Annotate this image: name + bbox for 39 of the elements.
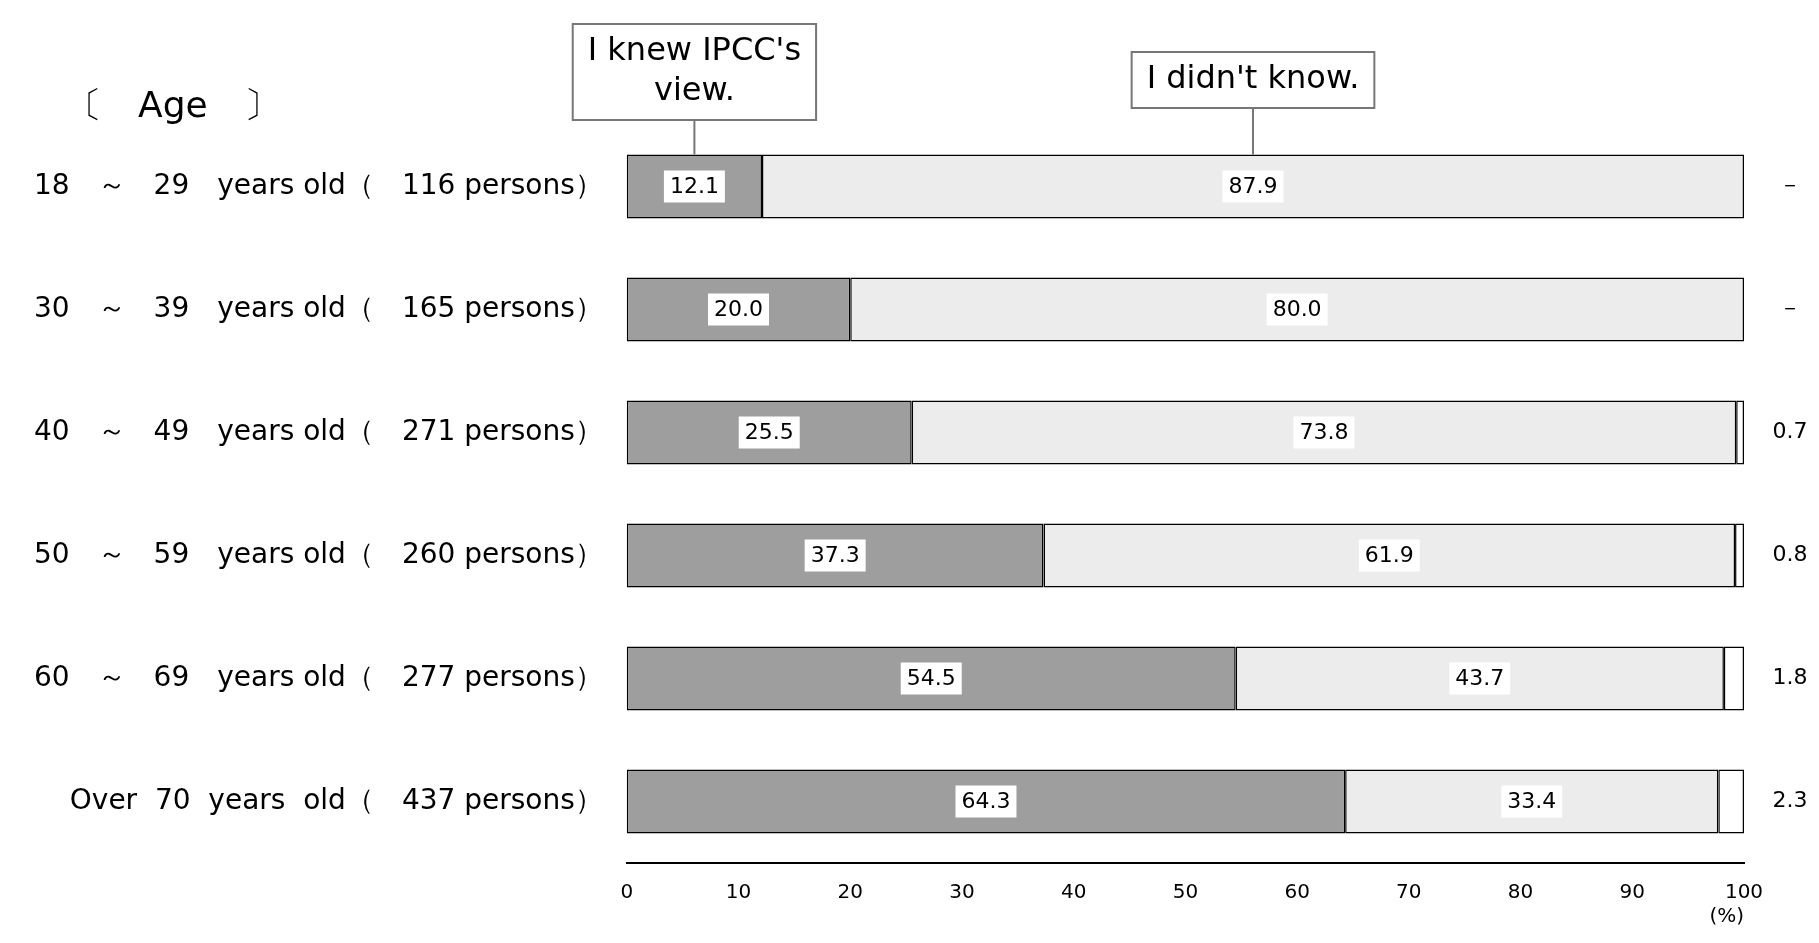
data-label: 54.5: [906, 665, 956, 691]
data-label: 64.3: [961, 788, 1011, 814]
x-tick-label: 50: [1172, 879, 1199, 904]
x-tick-label: 60: [1284, 879, 1310, 904]
y-tick-label: 40 ～ 49 years old（ 271 persons）: [33, 413, 603, 447]
x-tick-label: 70: [1396, 879, 1422, 904]
x-tick-label: 20: [837, 879, 863, 904]
x-tick-label: 10: [725, 879, 752, 904]
data-label: 80.0: [1272, 296, 1322, 322]
data-label: －: [1779, 172, 1801, 198]
x-tick-label: 40: [1060, 879, 1087, 904]
data-label: 37.3: [810, 542, 860, 568]
data-label: －: [1779, 295, 1801, 321]
y-tick-label: 60 ～ 69 years old（ 277 persons）: [33, 659, 603, 693]
data-label: 1.8: [1772, 664, 1808, 690]
series-label: I didn't know.: [1146, 58, 1360, 97]
data-label: 2.3: [1772, 787, 1808, 813]
x-tick-label: 100: [1724, 879, 1764, 904]
x-tick-label: 80: [1507, 879, 1534, 904]
data-label: 20.0: [714, 296, 764, 322]
data-label: 73.8: [1299, 419, 1349, 445]
data-label: 0.8: [1772, 541, 1808, 567]
y-tick-label: 50 ～ 59 years old（ 260 persons）: [33, 536, 603, 570]
x-tick-label: 30: [949, 879, 975, 904]
data-label: 25.5: [744, 419, 794, 445]
x-tick-label: 0: [620, 879, 634, 904]
data-label: 0.7: [1772, 418, 1808, 444]
data-label: 33.4: [1507, 788, 1557, 814]
x-axis-title: (%): [1709, 903, 1744, 928]
y-tick-label: 30 ～ 39 years old（ 165 persons）: [33, 290, 603, 324]
data-label: 61.9: [1364, 542, 1414, 568]
text: 〔 Age 〕: [66, 84, 280, 126]
data-label: 87.9: [1228, 173, 1278, 199]
y-tick-label: Over 70 years old（ 437 persons）: [69, 782, 603, 816]
series-label: I knew IPCC's view.: [587, 30, 802, 109]
data-label: 12.1: [669, 173, 719, 199]
x-tick-label: 90: [1619, 879, 1646, 904]
data-label: 43.7: [1455, 665, 1505, 691]
y-tick-label: 18 ～ 29 years old（ 116 persons）: [33, 167, 603, 201]
